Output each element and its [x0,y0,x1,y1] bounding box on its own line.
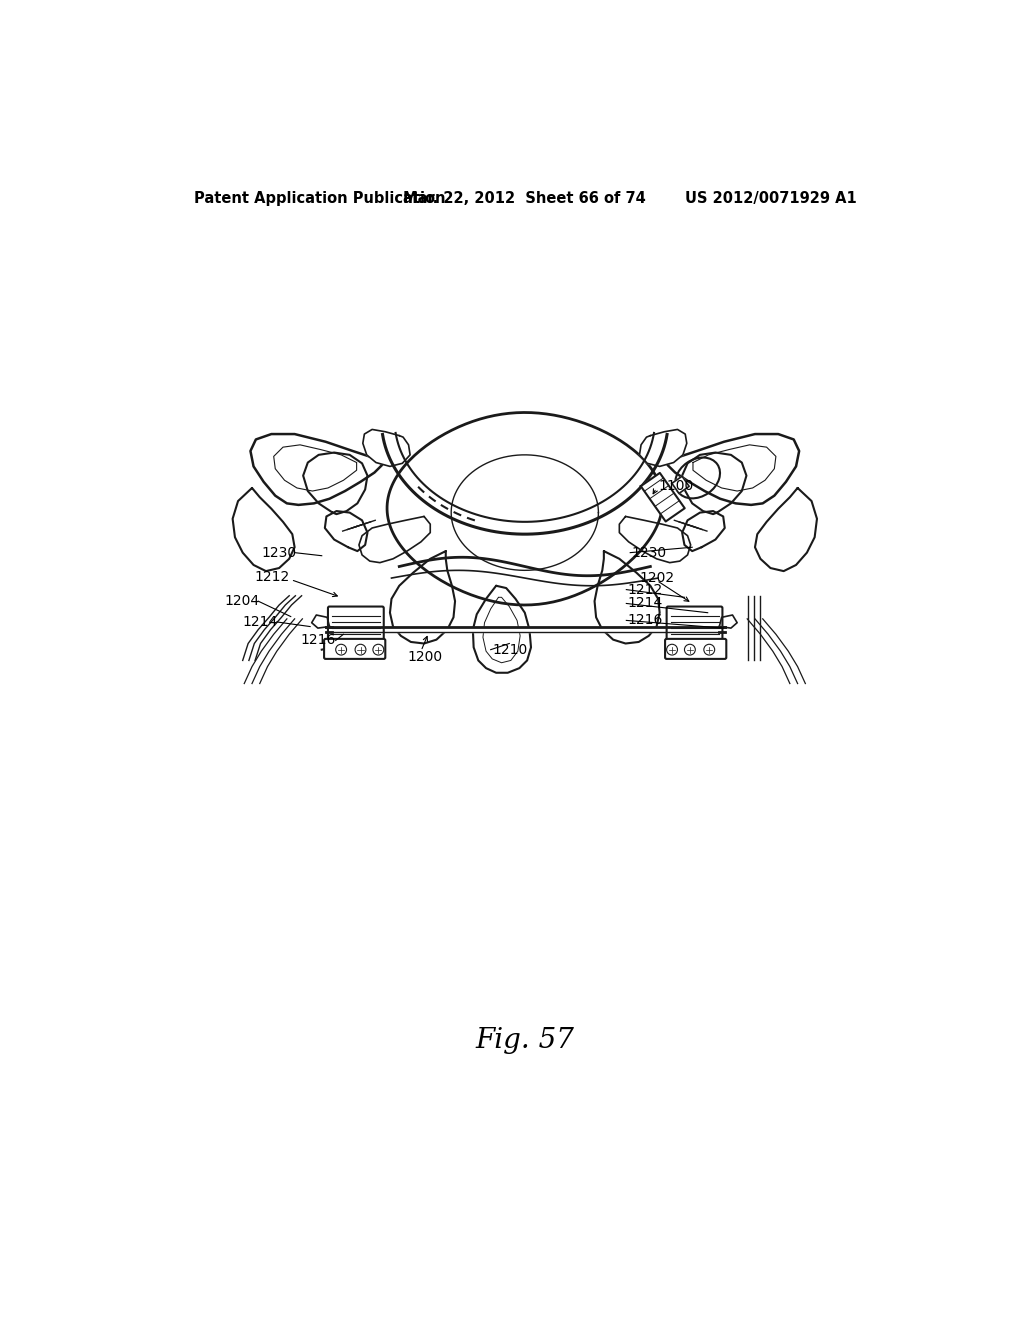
Text: Patent Application Publication: Patent Application Publication [194,191,445,206]
Polygon shape [390,552,455,644]
FancyBboxPatch shape [665,639,726,659]
Polygon shape [251,434,382,506]
Circle shape [355,644,366,655]
Text: 1214: 1214 [243,615,278,628]
Text: 1210: 1210 [493,643,527,656]
Polygon shape [359,516,430,562]
Polygon shape [595,552,659,644]
Text: 1216: 1216 [300,634,336,647]
Polygon shape [387,413,663,605]
Polygon shape [473,586,531,673]
Text: 1212: 1212 [254,570,290,585]
Text: Fig. 57: Fig. 57 [475,1027,574,1053]
Text: 1214: 1214 [628,597,664,610]
Text: 1216: 1216 [628,614,664,627]
Text: 1204: 1204 [225,594,260,609]
Polygon shape [755,488,817,572]
FancyBboxPatch shape [328,607,384,642]
Circle shape [684,644,695,655]
Circle shape [703,644,715,655]
FancyBboxPatch shape [324,639,385,659]
Circle shape [373,644,384,655]
Polygon shape [682,453,746,515]
FancyBboxPatch shape [667,607,722,642]
Text: 1200: 1200 [407,651,442,664]
Polygon shape [682,511,725,552]
Text: 1202: 1202 [640,572,675,585]
Polygon shape [362,429,410,466]
Polygon shape [232,488,295,572]
Text: 1212: 1212 [628,582,664,597]
Polygon shape [640,429,687,466]
Polygon shape [719,615,737,628]
Text: US 2012/0071929 A1: US 2012/0071929 A1 [685,191,856,206]
Circle shape [667,644,678,655]
Text: Mar. 22, 2012  Sheet 66 of 74: Mar. 22, 2012 Sheet 66 of 74 [403,191,646,206]
Text: 1230: 1230 [632,545,667,560]
Circle shape [336,644,346,655]
Polygon shape [311,615,330,628]
Polygon shape [620,516,690,562]
Polygon shape [325,511,368,552]
Text: 1100: 1100 [658,479,694,492]
Polygon shape [326,627,725,632]
Polygon shape [641,473,685,521]
Polygon shape [668,434,799,506]
Polygon shape [672,477,689,494]
Polygon shape [303,453,368,515]
Text: 1230: 1230 [261,545,296,560]
